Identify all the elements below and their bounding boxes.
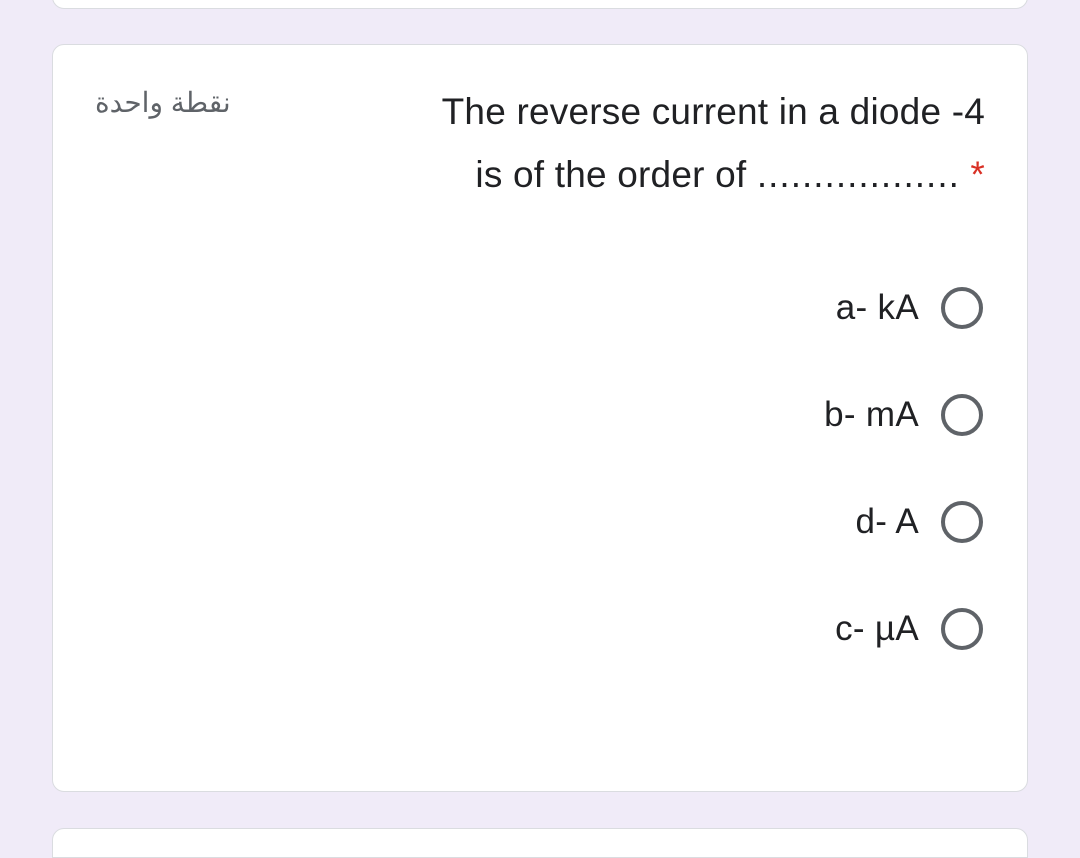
points-label: نقطة واحدة — [95, 81, 231, 126]
question-header: The reverse current in a diode -4 * ....… — [95, 81, 985, 207]
radio-icon — [941, 608, 983, 650]
question-line-1: The reverse current in a diode -4 — [253, 81, 985, 144]
radio-icon — [941, 394, 983, 436]
option-label: d- A — [856, 502, 919, 542]
option-a[interactable]: a- kA — [836, 287, 983, 329]
option-label: b- mA — [824, 395, 919, 435]
option-label: a- kA — [836, 288, 919, 328]
previous-card-edge — [52, 0, 1028, 9]
question-card: The reverse current in a diode -4 * ....… — [52, 44, 1028, 792]
question-text: The reverse current in a diode -4 * ....… — [253, 81, 985, 207]
options-group: a- kA b- mA d- A c- µA — [95, 287, 985, 650]
question-line-2: * .................. is of the order of — [253, 144, 985, 207]
radio-icon — [941, 287, 983, 329]
option-b[interactable]: b- mA — [824, 394, 983, 436]
option-c[interactable]: c- µA — [835, 608, 983, 650]
required-asterisk: * — [970, 154, 985, 195]
option-label: c- µA — [835, 609, 919, 649]
question-line-2-text: is of the order of — [475, 154, 756, 195]
radio-icon — [941, 501, 983, 543]
option-d[interactable]: d- A — [856, 501, 983, 543]
question-dots: .................. — [757, 154, 960, 195]
